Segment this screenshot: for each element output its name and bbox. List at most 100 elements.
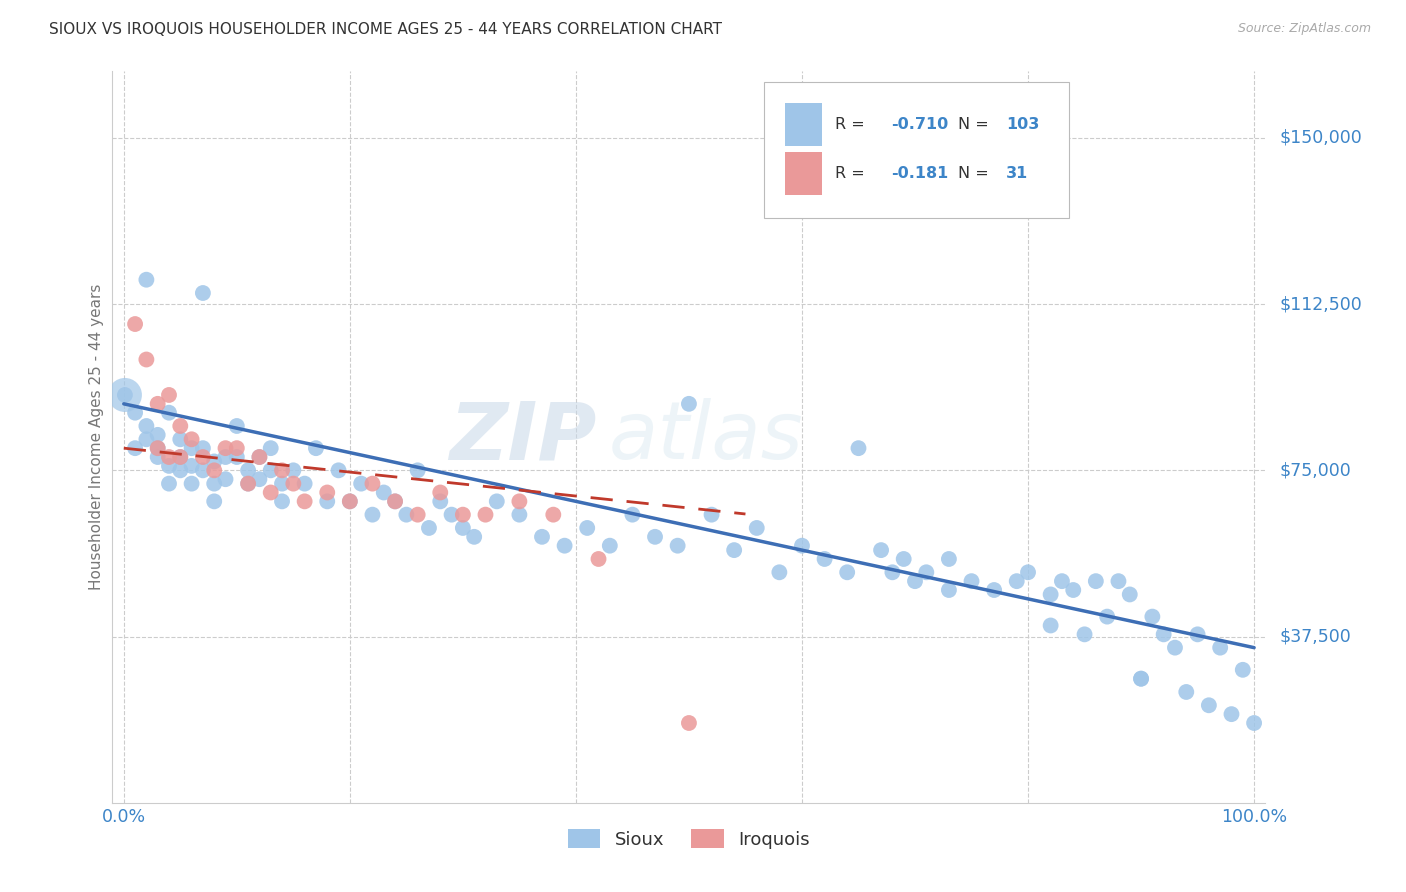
Point — [1130, 672, 1153, 686]
Point — [1243, 716, 1265, 731]
Point — [124, 317, 146, 331]
Point — [305, 441, 328, 455]
Point — [530, 530, 553, 544]
Point — [146, 441, 169, 455]
Point — [938, 582, 960, 597]
Point — [316, 485, 339, 500]
Point — [485, 494, 508, 508]
Point — [429, 494, 451, 508]
Point — [114, 388, 136, 402]
Point — [157, 450, 180, 464]
Point — [1153, 627, 1175, 641]
Point — [169, 419, 191, 434]
Text: R =: R = — [835, 166, 870, 181]
Point — [146, 397, 169, 411]
Point — [236, 476, 259, 491]
Point — [621, 508, 644, 522]
Point — [960, 574, 983, 589]
Point — [157, 406, 180, 420]
Point — [180, 476, 202, 491]
Y-axis label: Householder Income Ages 25 - 44 years: Householder Income Ages 25 - 44 years — [89, 284, 104, 591]
Point — [249, 450, 271, 464]
Point — [1084, 574, 1107, 589]
Point — [1220, 707, 1243, 722]
Point — [202, 476, 225, 491]
Text: N =: N = — [957, 117, 994, 132]
Point — [191, 285, 214, 300]
Point — [384, 494, 406, 508]
Point — [1039, 618, 1062, 632]
Point — [1142, 609, 1164, 624]
Point — [214, 472, 236, 486]
Point — [588, 552, 610, 566]
FancyBboxPatch shape — [785, 153, 821, 195]
Point — [837, 566, 859, 580]
Text: $150,000: $150,000 — [1279, 128, 1362, 147]
Point — [316, 494, 339, 508]
Point — [904, 574, 927, 589]
Point — [882, 566, 904, 580]
Point — [202, 494, 225, 508]
Point — [768, 566, 790, 580]
Point — [373, 485, 395, 500]
Point — [1050, 574, 1073, 589]
Point — [260, 441, 283, 455]
Point — [169, 450, 191, 464]
Point — [678, 397, 700, 411]
FancyBboxPatch shape — [785, 103, 821, 146]
Text: atlas: atlas — [609, 398, 803, 476]
Point — [666, 539, 689, 553]
Point — [157, 458, 180, 473]
Point — [124, 441, 146, 455]
Point — [294, 476, 316, 491]
Point — [180, 441, 202, 455]
Point — [214, 450, 236, 464]
Text: $75,000: $75,000 — [1279, 461, 1351, 479]
Point — [938, 552, 960, 566]
Point — [146, 450, 169, 464]
Point — [543, 508, 565, 522]
Text: R =: R = — [835, 117, 870, 132]
FancyBboxPatch shape — [763, 82, 1070, 218]
Point — [260, 485, 283, 500]
Point — [236, 463, 259, 477]
Point — [418, 521, 440, 535]
Point — [1039, 587, 1062, 601]
Point — [813, 552, 835, 566]
Point — [169, 463, 191, 477]
Point — [554, 539, 576, 553]
Point — [983, 582, 1005, 597]
Point — [260, 463, 283, 477]
Point — [135, 432, 157, 446]
Point — [1005, 574, 1028, 589]
Text: Source: ZipAtlas.com: Source: ZipAtlas.com — [1237, 22, 1371, 36]
Text: 103: 103 — [1007, 117, 1039, 132]
Point — [361, 508, 384, 522]
Text: N =: N = — [957, 166, 994, 181]
Point — [135, 273, 157, 287]
Point — [406, 463, 429, 477]
Point — [202, 463, 225, 477]
Point — [191, 463, 214, 477]
Point — [406, 508, 429, 522]
Point — [236, 476, 259, 491]
Point — [508, 508, 530, 522]
Point — [180, 458, 202, 473]
Text: SIOUX VS IROQUOIS HOUSEHOLDER INCOME AGES 25 - 44 YEARS CORRELATION CHART: SIOUX VS IROQUOIS HOUSEHOLDER INCOME AGE… — [49, 22, 723, 37]
Point — [451, 508, 474, 522]
Point — [191, 450, 214, 464]
Text: ZIP: ZIP — [450, 398, 596, 476]
Point — [440, 508, 463, 522]
Point — [339, 494, 361, 508]
Point — [1073, 627, 1095, 641]
Point — [463, 530, 485, 544]
Point — [283, 463, 305, 477]
Point — [1119, 587, 1142, 601]
Point — [146, 428, 169, 442]
Point — [114, 388, 136, 402]
Point — [1017, 566, 1039, 580]
Text: $37,500: $37,500 — [1279, 628, 1351, 646]
Point — [283, 476, 305, 491]
Point — [745, 521, 768, 535]
Point — [1164, 640, 1187, 655]
